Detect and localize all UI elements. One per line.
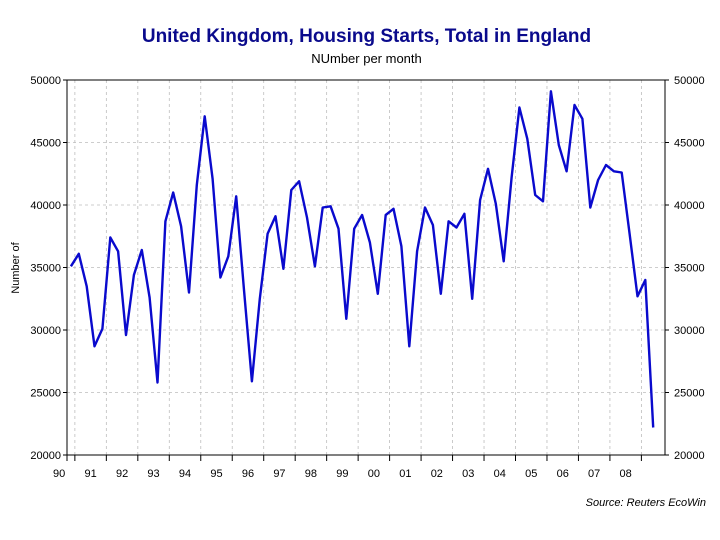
x-tick-label: 93 [147, 468, 159, 480]
x-tick-label: 97 [273, 468, 285, 480]
chart-title: United Kingdom, Housing Starts, Total in… [141, 26, 592, 47]
x-tick-label: 07 [588, 468, 600, 480]
series-layer [69, 90, 655, 428]
plot-frame [66, 79, 666, 456]
x-tick-label: 98 [305, 468, 317, 480]
x-tick-label: 92 [116, 468, 128, 480]
y-tick-label-right: 25000 [674, 388, 705, 400]
y-tick-label-left: 25000 [30, 388, 61, 400]
x-tick-label: 90 [53, 468, 65, 480]
y-tick-label-right: 30000 [674, 325, 705, 337]
y-tick-label-right: 35000 [674, 263, 705, 275]
y-tick-label-right: 20000 [674, 450, 705, 462]
y-tick-label-left: 35000 [30, 263, 61, 275]
y-tick-label-left: 50000 [30, 75, 61, 87]
x-tick-label: 99 [336, 468, 348, 480]
x-tick-label: 02 [431, 468, 443, 480]
tick-labels: 20000 20000 25000 25000 30000 30000 35000 35000… [30, 75, 704, 480]
grid-lines [67, 80, 665, 455]
x-tick-label: 91 [84, 468, 96, 480]
x-tick-label: 06 [557, 468, 569, 480]
x-tick-label: 04 [494, 468, 506, 480]
x-tick-label: 00 [368, 468, 380, 480]
y-axis-label: Number of [10, 241, 22, 293]
y-tick-label-left: 20000 [30, 450, 61, 462]
axis-ticks [63, 79, 669, 461]
y-tick-label-left: 30000 [30, 325, 61, 337]
y-tick-label-left: 40000 [30, 200, 61, 212]
x-tick-label: 95 [210, 468, 222, 480]
y-tick-label-right: 40000 [674, 200, 705, 212]
x-tick-label: 94 [179, 468, 191, 480]
x-tick-label: 01 [399, 468, 411, 480]
x-tick-label: 03 [462, 468, 474, 480]
y-tick-label-right: 50000 [674, 75, 705, 87]
chart-subtitle: NUmber per month [311, 51, 422, 66]
y-tick-label-left: 45000 [30, 138, 61, 150]
source-note: Source: Reuters EcoWin [585, 497, 706, 509]
series-line [69, 90, 655, 428]
x-tick-label: 96 [242, 468, 254, 480]
x-tick-label: 08 [620, 468, 632, 480]
y-tick-label-right: 45000 [674, 138, 705, 150]
x-tick-label: 05 [525, 468, 537, 480]
